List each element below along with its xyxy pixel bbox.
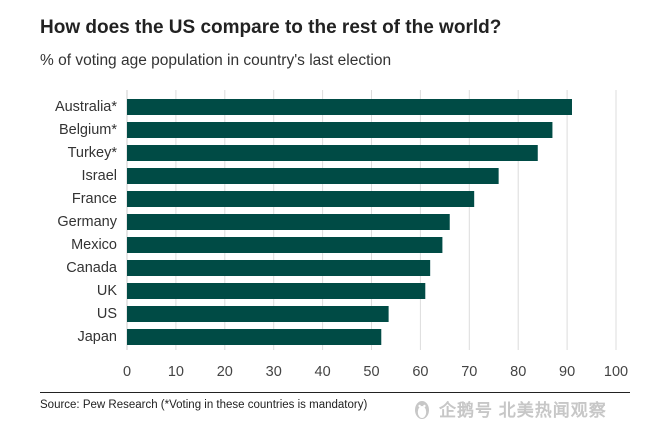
category-label-mexico: Mexico xyxy=(71,237,117,253)
source-note: Source: Pew Research (*Voting in these c… xyxy=(40,399,368,411)
category-label-japan: Japan xyxy=(77,329,117,345)
bar-canada xyxy=(127,260,431,276)
bar-japan xyxy=(127,329,382,345)
category-label-canada: Canada xyxy=(66,260,118,276)
x-tick-label-40: 40 xyxy=(315,364,331,380)
category-label-germany: Germany xyxy=(57,214,117,230)
category-label-us: US xyxy=(97,306,117,322)
x-tick-labels: 0 10 20 30 40 50 60 70 80 90 100 xyxy=(123,364,628,380)
x-tick-label-80: 80 xyxy=(510,364,526,380)
category-label-uk: UK xyxy=(97,283,117,299)
bar-germany xyxy=(127,214,450,230)
x-tick-label-30: 30 xyxy=(266,364,282,380)
penguin-logo-icon xyxy=(415,400,429,419)
category-label-israel: Israel xyxy=(82,168,117,184)
bar-uk xyxy=(127,283,426,299)
bars xyxy=(127,99,572,345)
bar-belgium xyxy=(127,122,553,138)
x-tick-label-100: 100 xyxy=(604,364,628,380)
category-labels: Australia* Belgium* Turkey* Israel France Ger… xyxy=(55,99,118,345)
watermark-text: 企鹅号 北美热闻观察 xyxy=(439,401,607,420)
x-tick-label-0: 0 xyxy=(123,364,131,380)
x-tick-label-20: 20 xyxy=(217,364,233,380)
x-tick-label-90: 90 xyxy=(559,364,575,380)
bar-australia xyxy=(127,99,572,115)
x-tick-label-60: 60 xyxy=(412,364,428,380)
x-tick-label-10: 10 xyxy=(168,364,184,380)
x-tick-label-70: 70 xyxy=(461,364,477,380)
category-label-belgium: Belgium* xyxy=(59,122,117,138)
category-label-australia: Australia* xyxy=(55,99,117,115)
bar-turkey xyxy=(127,145,538,161)
chart-subtitle: % of voting age population in country's … xyxy=(40,52,392,69)
chart-title: How does the US compare to the rest of t… xyxy=(40,17,502,38)
bar-israel xyxy=(127,168,499,184)
bar-us xyxy=(127,306,389,322)
watermark: 企鹅号 北美热闻观察 xyxy=(411,396,607,421)
category-label-turkey: Turkey* xyxy=(68,145,118,161)
bar-france xyxy=(127,191,475,207)
category-label-france: France xyxy=(72,191,117,207)
bar-mexico xyxy=(127,237,443,253)
x-tick-label-50: 50 xyxy=(363,364,379,380)
footer-divider xyxy=(40,392,630,393)
